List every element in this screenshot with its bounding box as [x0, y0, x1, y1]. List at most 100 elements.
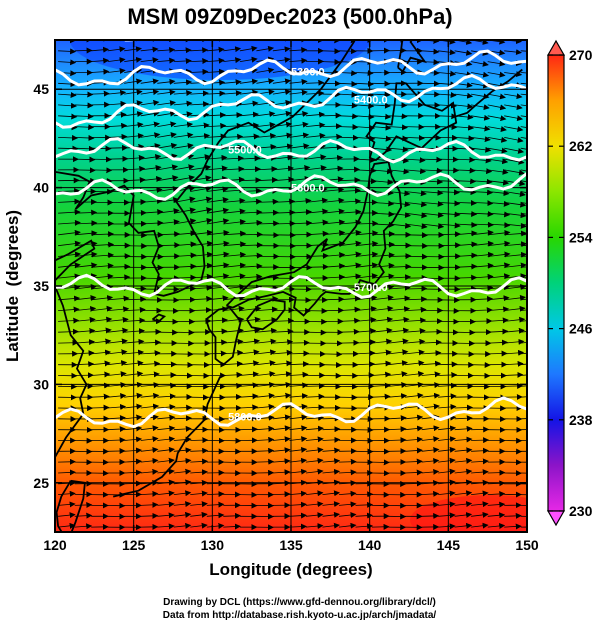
wind-vector [289, 479, 307, 486]
wind-vector [305, 219, 329, 226]
wind-vector [74, 134, 95, 141]
wind-vector [504, 316, 526, 323]
wind-vector [487, 522, 506, 529]
wind-vector [520, 352, 527, 355]
wind-vector [289, 57, 308, 64]
wind-vector [471, 125, 491, 132]
wind-vector [322, 479, 341, 486]
x-tick-label: 125 [122, 537, 146, 553]
wind-vector [107, 338, 128, 345]
wind-vector [388, 349, 409, 356]
wind-vector [289, 209, 312, 216]
wind-vector [471, 189, 494, 196]
wind-vector [190, 47, 209, 54]
wind-vector [520, 341, 527, 344]
wind-vector [206, 165, 228, 172]
wind-vector [58, 262, 81, 269]
wind-vector [454, 479, 473, 486]
wind-vector [206, 197, 229, 203]
wind-vector [371, 168, 394, 175]
wind-vector [388, 316, 410, 323]
wind-vector [338, 177, 361, 184]
wind-vector [504, 360, 524, 367]
wind-vector [107, 133, 128, 140]
x-tick-label: 135 [279, 537, 303, 553]
wind-vector [74, 199, 97, 206]
wind-vector [520, 104, 527, 107]
wind-vector [487, 262, 511, 269]
wind-vector [405, 201, 428, 208]
wind-vector [454, 210, 478, 217]
wind-vector [504, 169, 525, 176]
coastline-taiwan [55, 479, 86, 532]
wind-vector [371, 338, 393, 345]
wind-vector [74, 220, 98, 227]
wind-vector [289, 446, 308, 453]
wind-vector [157, 479, 175, 486]
wind-vector [239, 426, 258, 433]
wind-vector [256, 327, 278, 334]
wind-vector [487, 229, 511, 236]
wind-vector [305, 501, 324, 508]
coastline-honshu [225, 160, 403, 317]
wind-vector [223, 166, 245, 172]
wind-vector [190, 437, 209, 444]
wind-vector [438, 361, 458, 368]
wind-vector [206, 154, 228, 161]
wind-vector [140, 121, 160, 128]
wind-vector [520, 180, 527, 183]
wind-vector [487, 60, 506, 67]
wind-vector [140, 403, 160, 410]
wind-vector [140, 339, 162, 346]
wind-vector [289, 350, 310, 357]
wind-vector [504, 147, 525, 154]
wind-vector [355, 178, 377, 185]
x-tick-label: 145 [437, 537, 461, 553]
wind-vector [438, 222, 461, 229]
wind-vector [223, 327, 244, 334]
wind-vector [256, 133, 277, 139]
wind-vector [206, 328, 228, 335]
wind-vector [58, 490, 76, 497]
wind-vector [140, 198, 163, 205]
wind-vector [140, 425, 159, 432]
wind-vector [190, 196, 213, 203]
wind-vector [91, 393, 110, 400]
wind-vector [190, 284, 213, 291]
wind-vector [124, 132, 144, 139]
wind-vector [405, 458, 423, 465]
wind-vector [355, 91, 375, 98]
wind-vector [371, 113, 392, 120]
wind-vector [272, 165, 294, 172]
wind-vector [190, 58, 209, 65]
wind-vector [206, 306, 229, 313]
wind-vector [487, 350, 508, 357]
wind-vector [124, 328, 145, 335]
wind-vector [504, 158, 525, 165]
wind-vector [487, 306, 510, 313]
wind-vector [58, 48, 77, 55]
wind-vector [256, 436, 275, 443]
wind-vector [157, 231, 181, 238]
wind-vector [157, 208, 180, 215]
wind-vector [388, 212, 411, 219]
wind-vector [438, 200, 461, 207]
wind-vector [107, 68, 126, 74]
wind-vector [438, 436, 456, 443]
wind-vector [322, 219, 346, 226]
wind-vector [504, 371, 524, 378]
wind-vector [107, 306, 130, 313]
wind-vector [454, 167, 476, 174]
wind-vector [239, 56, 258, 63]
wind-vector [355, 135, 376, 142]
wind-vector [190, 90, 209, 97]
wind-vector [206, 186, 229, 193]
wind-vector [239, 263, 263, 270]
wind-vector [504, 349, 525, 356]
wind-vector [438, 446, 456, 453]
wind-vector [322, 144, 343, 151]
wind-vector [520, 320, 527, 322]
wind-vector [124, 436, 143, 443]
wind-vector [305, 414, 325, 421]
wind-vector [471, 479, 489, 486]
